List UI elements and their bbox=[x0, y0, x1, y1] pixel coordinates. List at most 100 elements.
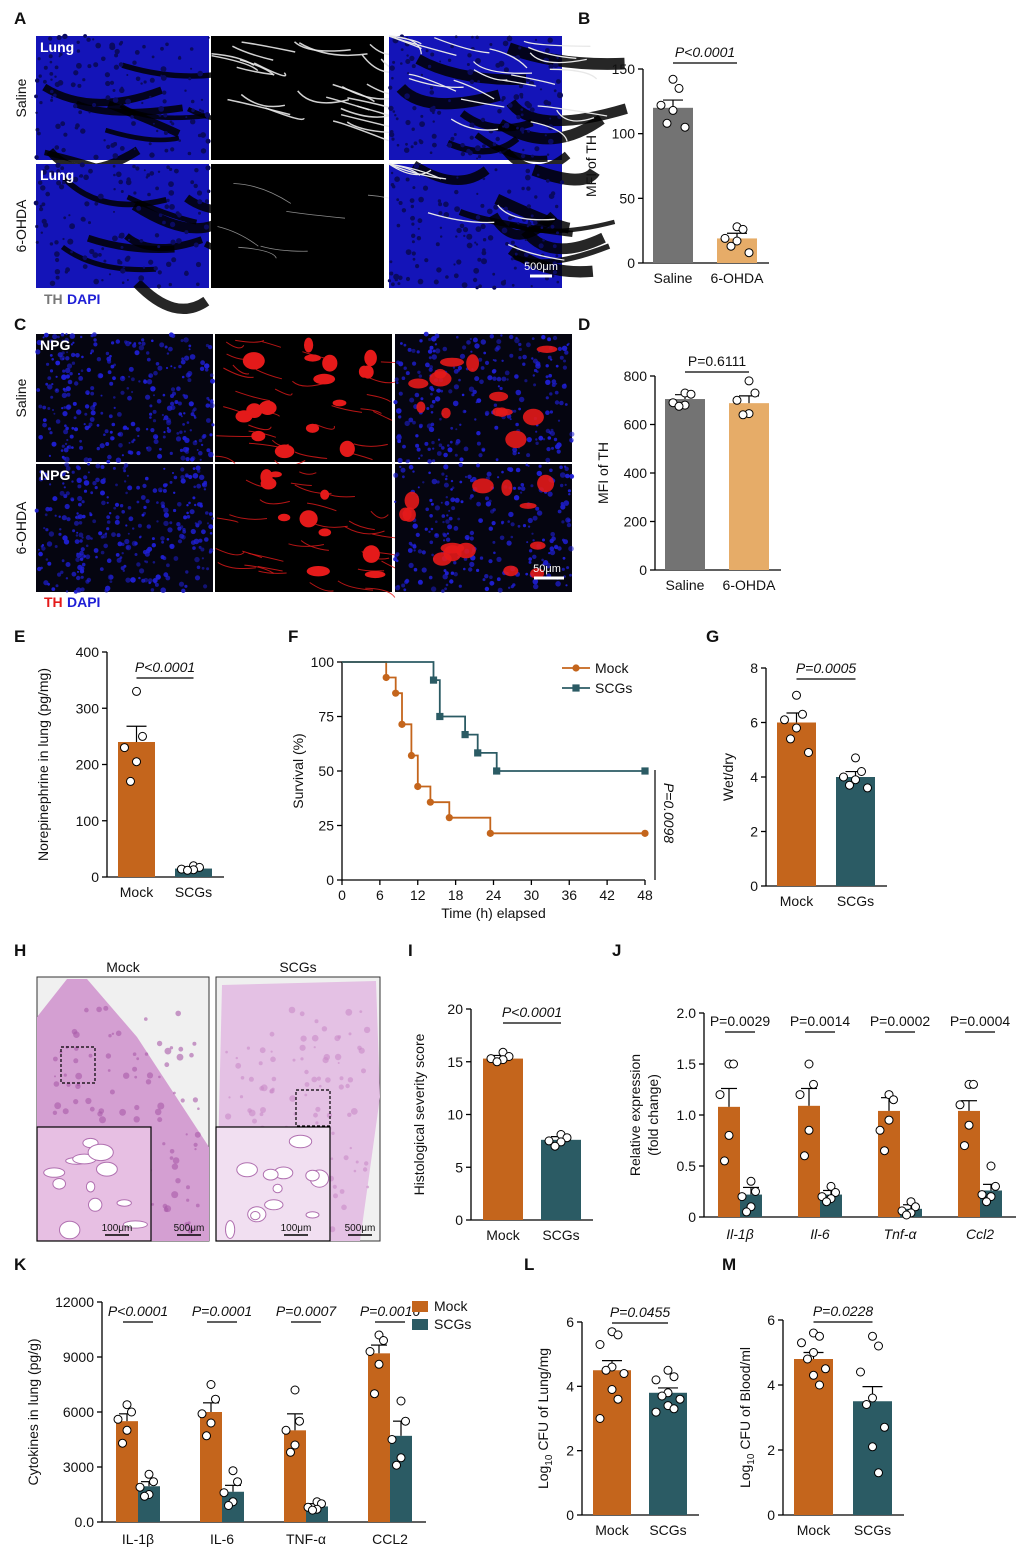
tissue-texture bbox=[319, 1084, 322, 1088]
data-point bbox=[669, 1404, 679, 1414]
data-point bbox=[746, 1176, 756, 1186]
data-point bbox=[964, 1120, 974, 1130]
alveolus bbox=[82, 255, 88, 261]
nucleus bbox=[150, 386, 156, 392]
data-point bbox=[880, 1146, 889, 1156]
alveolus bbox=[157, 170, 161, 173]
data-point bbox=[720, 233, 730, 243]
nucleus bbox=[506, 378, 509, 381]
nucleus bbox=[476, 463, 480, 468]
nucleus bbox=[125, 491, 128, 495]
airway bbox=[521, 227, 606, 254]
nucleus bbox=[469, 561, 475, 568]
y-tick-label: 300 bbox=[76, 700, 100, 716]
data-point bbox=[815, 1331, 824, 1341]
nucleus bbox=[105, 585, 111, 591]
alveolus bbox=[86, 37, 91, 42]
alveolus bbox=[50, 89, 54, 94]
nucleus bbox=[110, 364, 115, 369]
data-point bbox=[295, 1416, 304, 1426]
nucleus bbox=[97, 373, 104, 379]
alveolus bbox=[190, 119, 196, 125]
alveolus bbox=[476, 192, 479, 195]
data-point bbox=[396, 1396, 406, 1406]
nucleus bbox=[141, 341, 146, 346]
nucleus bbox=[476, 398, 482, 403]
nucleus bbox=[527, 517, 533, 524]
alveolus bbox=[149, 171, 155, 176]
alveolus bbox=[149, 95, 152, 99]
nucleus bbox=[451, 486, 455, 490]
alveolus bbox=[475, 226, 482, 233]
nucleus bbox=[415, 532, 420, 538]
alveolus bbox=[480, 117, 486, 122]
nucleus bbox=[443, 539, 446, 542]
nucleus bbox=[72, 529, 76, 533]
tissue-texture bbox=[248, 1109, 256, 1117]
nucleus bbox=[197, 502, 202, 507]
alveolus bbox=[456, 176, 459, 179]
nucleus bbox=[54, 514, 57, 517]
nucleus bbox=[124, 538, 130, 545]
nucleus bbox=[435, 533, 438, 537]
x-tick-label: 6 bbox=[376, 887, 384, 903]
nucleus bbox=[111, 436, 115, 440]
th-fiber bbox=[332, 83, 375, 103]
alveolus bbox=[389, 132, 395, 138]
nucleus bbox=[73, 353, 76, 356]
data-point bbox=[662, 118, 672, 128]
alveolus bbox=[92, 102, 97, 108]
nucleus bbox=[66, 517, 71, 522]
alveolus bbox=[101, 56, 106, 62]
alveolus bbox=[453, 273, 459, 279]
tissue-texture bbox=[311, 1076, 318, 1083]
nucleus bbox=[208, 512, 213, 516]
tissue-texture bbox=[348, 1032, 352, 1036]
data-point bbox=[868, 1393, 877, 1403]
roi-box bbox=[295, 1089, 331, 1127]
nucleus bbox=[157, 487, 163, 493]
nucleus bbox=[517, 524, 521, 528]
alveolus bbox=[454, 206, 460, 213]
y-tick-label: 100 bbox=[76, 813, 100, 829]
y-tick-label: 1.0 bbox=[677, 1107, 697, 1123]
nucleus bbox=[106, 515, 111, 519]
tissue-texture bbox=[157, 1102, 165, 1110]
nucleus bbox=[134, 350, 140, 356]
alveolus bbox=[557, 92, 560, 95]
nucleus bbox=[85, 535, 91, 540]
nucleus bbox=[164, 483, 168, 487]
nucleus bbox=[396, 408, 402, 414]
alveolus bbox=[162, 90, 167, 95]
nucleus bbox=[75, 534, 79, 537]
tissue-texture bbox=[62, 1108, 69, 1115]
nucleus bbox=[191, 409, 196, 413]
y-tick-label: 150 bbox=[612, 61, 636, 77]
nucleus bbox=[72, 401, 77, 406]
p-value: P<0.0001 bbox=[108, 1303, 168, 1319]
nucleus bbox=[429, 404, 434, 409]
nucleus bbox=[526, 541, 529, 544]
nucleus bbox=[566, 522, 572, 528]
th-fiber bbox=[299, 471, 317, 475]
y-axis-label: Log10 CFU of Blood/ml bbox=[737, 1347, 757, 1488]
event-marker bbox=[407, 751, 416, 760]
nucleus bbox=[408, 417, 414, 423]
nucleus bbox=[132, 527, 135, 530]
alveolus bbox=[147, 192, 151, 197]
alveolus bbox=[106, 144, 111, 149]
alveolus bbox=[43, 1167, 66, 1178]
th-fiber bbox=[245, 479, 268, 487]
nucleus bbox=[63, 447, 69, 453]
alveolus bbox=[193, 242, 199, 248]
th-fiber bbox=[361, 551, 390, 560]
nucleus bbox=[170, 394, 174, 398]
alveolus bbox=[83, 34, 87, 38]
th-fiber bbox=[211, 54, 259, 72]
alveolus bbox=[43, 65, 48, 70]
nucleus bbox=[485, 496, 489, 501]
alveolus bbox=[527, 220, 531, 223]
nucleus bbox=[71, 361, 76, 365]
nucleus bbox=[568, 545, 574, 552]
y-tick-label: 200 bbox=[76, 757, 100, 773]
